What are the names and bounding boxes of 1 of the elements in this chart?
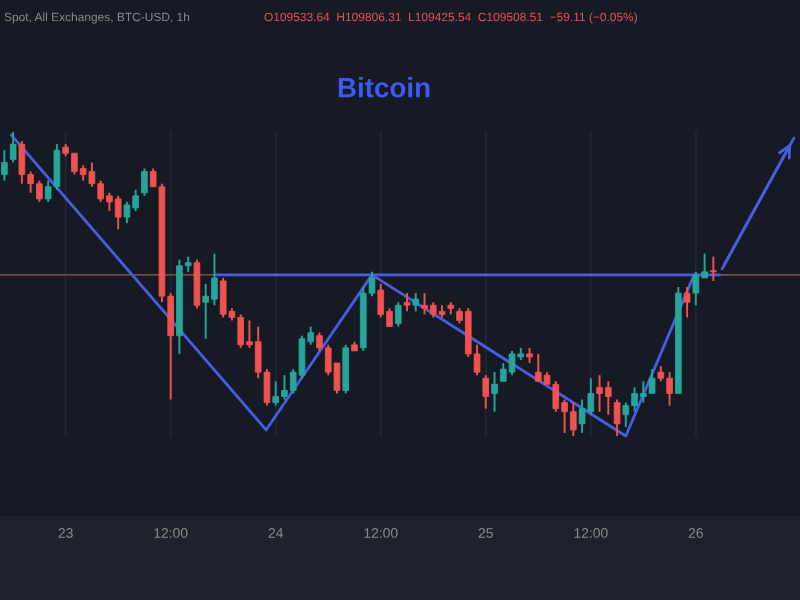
chart-title: Bitcoin (338, 77, 430, 98)
